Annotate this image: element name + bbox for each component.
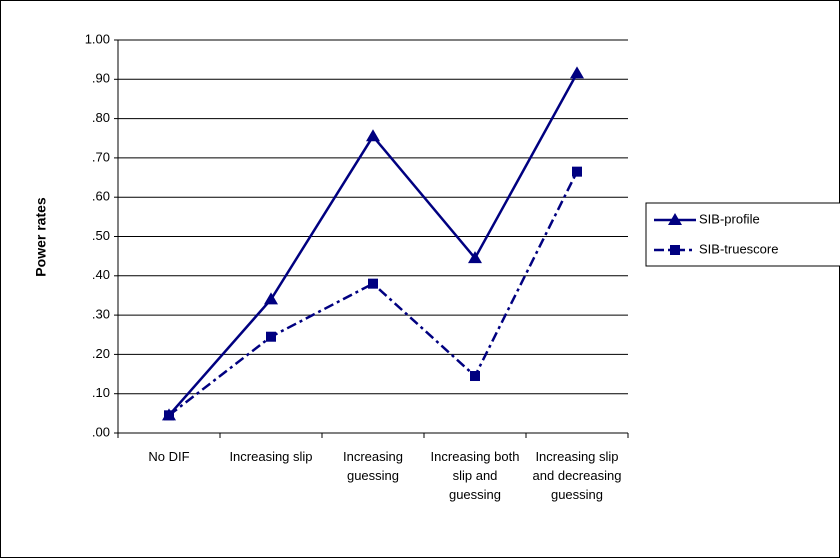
x-tick-label: Increasing guessing <box>343 449 403 483</box>
data-point <box>164 410 174 421</box>
x-tick-label: No DIF <box>148 449 190 464</box>
y-tick-label: .50 <box>92 228 110 243</box>
data-point <box>368 278 378 289</box>
y-tick-label: .30 <box>92 307 110 322</box>
y-axis-title: Power rates <box>33 197 49 277</box>
data-point <box>264 292 278 305</box>
series-line <box>168 171 579 417</box>
data-point <box>468 251 482 264</box>
x-tick-label: Increasing slip and decreasing guessing <box>532 449 622 502</box>
y-tick-label: .60 <box>92 189 110 204</box>
y-tick-label: .80 <box>92 110 110 125</box>
data-point <box>572 166 582 177</box>
legend-marker <box>668 213 682 225</box>
y-tick-label: .70 <box>92 149 110 164</box>
y-tick-label: .20 <box>92 346 110 361</box>
data-point <box>366 129 380 142</box>
y-tick-label: .10 <box>92 385 110 400</box>
data-point <box>570 66 584 79</box>
data-point <box>266 331 276 342</box>
y-tick-label: .40 <box>92 267 110 282</box>
y-tick-label: .00 <box>92 424 110 439</box>
legend-marker <box>670 245 680 255</box>
data-point <box>470 371 480 382</box>
x-tick-label: Increasing both slip and guessing <box>430 449 520 502</box>
legend-label: SIB-profile <box>699 211 760 226</box>
y-tick-label: .90 <box>92 71 110 86</box>
legend-box <box>645 202 840 267</box>
y-tick-label: 1.00 <box>85 31 110 46</box>
legend-label: SIB-truescore <box>699 241 778 256</box>
x-tick-label: Increasing slip <box>229 449 313 464</box>
